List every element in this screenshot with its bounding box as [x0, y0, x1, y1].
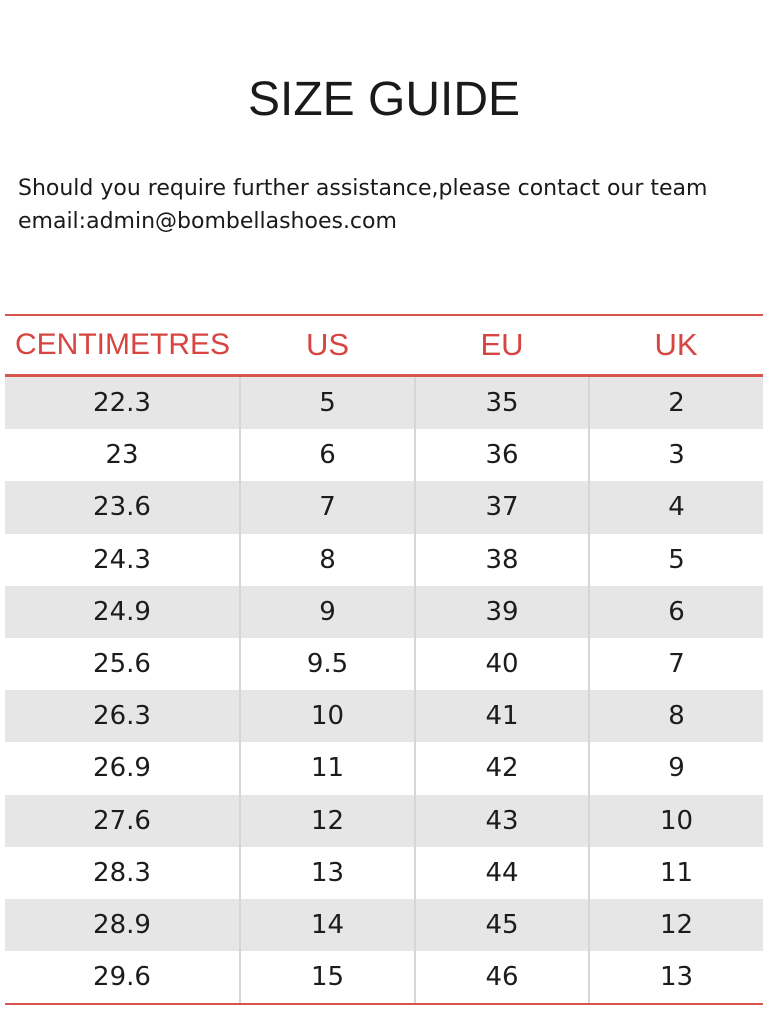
uk-cell: 8 [588, 690, 763, 743]
eu-cell: 37 [414, 481, 589, 534]
contact-email: email:admin@bombellashoes.com [18, 209, 397, 234]
cm-cell: 23 [5, 429, 240, 482]
eu-cell: 45 [414, 898, 589, 952]
cm-cell: 28.3 [5, 846, 240, 899]
table-row: 29.6 15 46 13 [5, 951, 763, 1006]
uk-cell: 10 [588, 794, 763, 847]
eu-cell: 40 [414, 637, 589, 691]
cm-cell: 27.6 [5, 794, 240, 847]
cm-cell: 23.6 [5, 481, 240, 534]
table-row: 28.3 13 44 11 [5, 846, 763, 899]
uk-cell: 9 [588, 742, 763, 795]
intro-text: Should you require further assistance,pl… [18, 172, 758, 238]
us-cell: 13 [239, 846, 415, 899]
eu-cell: 35 [414, 375, 589, 430]
eu-cell: 43 [414, 794, 589, 847]
table-row: 26.9 11 42 9 [5, 742, 763, 795]
us-cell: 6 [239, 429, 415, 482]
column-header-uk: UK [589, 314, 763, 377]
us-cell: 5 [239, 375, 415, 430]
us-cell: 9.5 [239, 637, 415, 691]
table-row: 22.3 5 35 2 [5, 375, 763, 430]
table-row: 26.3 10 41 8 [5, 690, 763, 743]
cm-cell: 24.9 [5, 585, 240, 638]
uk-cell: 12 [588, 898, 763, 952]
eu-cell: 36 [414, 429, 589, 482]
uk-cell: 6 [588, 585, 763, 638]
eu-cell: 44 [414, 846, 589, 899]
table-row: 23.6 7 37 4 [5, 481, 763, 534]
uk-cell: 4 [588, 481, 763, 534]
uk-cell: 11 [588, 846, 763, 899]
us-cell: 14 [239, 898, 415, 952]
cm-cell: 24.3 [5, 533, 240, 586]
us-cell: 10 [239, 690, 415, 743]
us-cell: 9 [239, 585, 415, 638]
uk-cell: 3 [588, 429, 763, 482]
page-title: SIZE GUIDE [247, 73, 521, 126]
eu-cell: 39 [414, 585, 589, 638]
eu-cell: 38 [414, 533, 589, 586]
column-header-us: US [240, 314, 415, 377]
table-row: 23 6 36 3 [5, 429, 763, 482]
table-row: 24.9 9 39 6 [5, 585, 763, 638]
us-cell: 7 [239, 481, 415, 534]
eu-cell: 46 [414, 951, 589, 1006]
cm-cell: 22.3 [5, 375, 240, 430]
table-row: 25.6 9.5 40 7 [5, 637, 763, 691]
size-guide-table: CENTIMETRES US EU UK 22.3 5 35 2 23 6 36… [5, 314, 763, 1006]
uk-cell: 7 [588, 637, 763, 691]
uk-cell: 5 [588, 533, 763, 586]
table-header-row: CENTIMETRES US EU UK [5, 314, 763, 377]
column-header-eu: EU [415, 314, 589, 377]
cm-cell: 29.6 [5, 951, 240, 1006]
us-cell: 8 [239, 533, 415, 586]
table-row: 24.3 8 38 5 [5, 533, 763, 586]
cm-cell: 28.9 [5, 898, 240, 952]
us-cell: 11 [239, 742, 415, 795]
cm-cell: 26.9 [5, 742, 240, 795]
cm-cell: 26.3 [5, 690, 240, 743]
column-header-centimetres: CENTIMETRES [5, 314, 240, 377]
eu-cell: 42 [414, 742, 589, 795]
uk-cell: 2 [588, 375, 763, 430]
us-cell: 12 [239, 794, 415, 847]
us-cell: 15 [239, 951, 415, 1006]
table-row: 28.9 14 45 12 [5, 898, 763, 952]
eu-cell: 41 [414, 690, 589, 743]
cm-cell: 25.6 [5, 637, 240, 691]
table-row: 27.6 12 43 10 [5, 794, 763, 847]
assistance-note: Should you require further assistance,pl… [18, 176, 708, 201]
uk-cell: 13 [588, 951, 763, 1006]
